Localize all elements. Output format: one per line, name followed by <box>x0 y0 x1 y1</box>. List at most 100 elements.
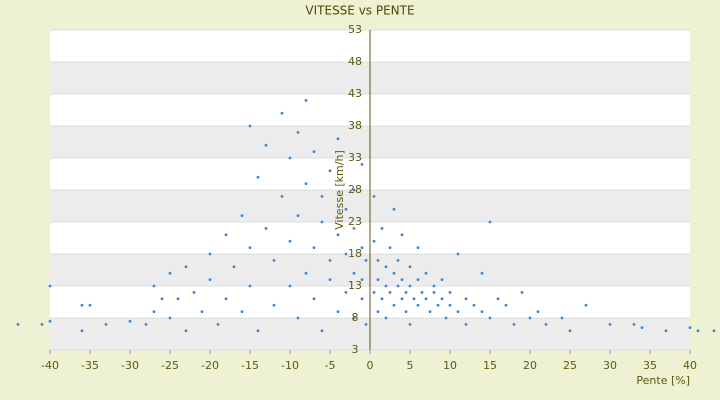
scatter-point <box>372 195 376 198</box>
x-tick-label: 0 <box>367 359 374 372</box>
scatter-point <box>520 291 524 294</box>
scatter-point <box>392 207 396 211</box>
scatter-point <box>48 284 52 288</box>
scatter-point <box>296 131 300 134</box>
scatter-point <box>328 278 332 281</box>
scatter-point <box>456 310 460 313</box>
scatter-point <box>428 310 432 313</box>
scatter-point <box>696 329 700 333</box>
y-tick-label: 53 <box>348 23 362 36</box>
scatter-point <box>480 271 484 275</box>
scatter-point <box>376 278 380 281</box>
scatter-point <box>40 323 44 326</box>
scatter-point <box>416 278 420 281</box>
y-tick-label: 23 <box>348 215 362 228</box>
scatter-point <box>320 195 324 198</box>
scatter-point <box>440 278 444 281</box>
scatter-point <box>344 207 348 211</box>
scatter-point <box>312 150 316 154</box>
scatter-point <box>224 297 228 301</box>
scatter-point <box>264 227 268 230</box>
scatter-point <box>248 284 252 288</box>
scatter-point <box>412 297 416 301</box>
scatter-point <box>312 297 316 301</box>
scatter-point <box>144 323 148 326</box>
y-tick-label: 13 <box>348 279 362 292</box>
scatter-point <box>392 271 396 275</box>
scatter-point <box>296 214 300 218</box>
scatter-point <box>512 323 516 326</box>
scatter-point <box>280 111 284 115</box>
scatter-point <box>440 297 444 301</box>
scatter-point <box>88 303 92 307</box>
x-tick-label: 15 <box>483 359 497 372</box>
scatter-point <box>240 214 244 218</box>
scatter-point <box>480 310 484 313</box>
x-tick-label: 25 <box>563 359 577 372</box>
scatter-point <box>380 297 384 301</box>
scatter-point <box>208 252 212 256</box>
scatter-point <box>320 220 324 224</box>
scatter-point <box>208 278 212 281</box>
scatter-point <box>336 233 340 237</box>
scatter-point <box>184 329 188 333</box>
x-tick-label: 5 <box>407 359 414 372</box>
scatter-point <box>528 316 532 320</box>
x-tick-label: -35 <box>81 359 99 372</box>
y-tick-label: 18 <box>348 247 362 260</box>
scatter-point <box>456 252 460 256</box>
scatter-point <box>304 182 308 186</box>
scatter-point <box>248 246 252 250</box>
scatter-point <box>328 259 332 262</box>
scatter-point <box>464 297 468 301</box>
x-tick-label: 35 <box>643 359 657 372</box>
scatter-point <box>360 278 364 281</box>
y-tick-label: 28 <box>348 183 362 196</box>
scatter-point <box>632 323 636 326</box>
scatter-point <box>48 319 52 323</box>
scatter-point <box>200 310 204 313</box>
scatter-point <box>432 284 436 288</box>
scatter-point <box>536 310 540 313</box>
scatter-point <box>404 310 408 313</box>
scatter-point <box>384 316 388 320</box>
scatter-point <box>448 291 452 294</box>
scatter-point <box>288 239 292 243</box>
scatter-point <box>328 169 332 173</box>
scatter-point <box>224 233 228 237</box>
scatter-point <box>288 156 292 160</box>
scatter-point <box>240 310 244 313</box>
chart-title: VITESSE vs PENTE <box>305 4 414 18</box>
scatter-point <box>640 326 644 329</box>
scatter-point <box>560 316 564 320</box>
scatter-point <box>352 316 356 320</box>
scatter-point <box>312 246 316 250</box>
scatter-point <box>376 259 380 262</box>
scatter-point <box>256 175 260 179</box>
scatter-point <box>496 297 500 301</box>
x-tick-label: -10 <box>281 359 299 372</box>
scatter-point <box>400 278 404 281</box>
y-axis-label: Vitesse [km/h] <box>333 150 346 230</box>
scatter-point <box>396 284 400 288</box>
scatter-point <box>80 303 84 307</box>
scatter-point <box>304 271 308 275</box>
scatter-point <box>272 303 276 307</box>
scatter-point <box>372 239 376 243</box>
scatter-point <box>436 303 440 307</box>
scatter-point <box>344 252 348 256</box>
scatter-point <box>160 297 164 301</box>
scatter-point <box>392 303 396 307</box>
scatter-point <box>424 297 428 301</box>
x-tick-label: -5 <box>325 359 336 372</box>
scatter-point <box>384 284 388 288</box>
scatter-point <box>416 303 420 307</box>
scatter-point <box>388 246 392 250</box>
scatter-point <box>472 303 476 307</box>
x-tick-label: -25 <box>161 359 179 372</box>
scatter-point <box>168 316 172 320</box>
scatter-point <box>488 220 492 224</box>
scatter-point <box>424 271 428 275</box>
scatter-point <box>376 310 380 313</box>
